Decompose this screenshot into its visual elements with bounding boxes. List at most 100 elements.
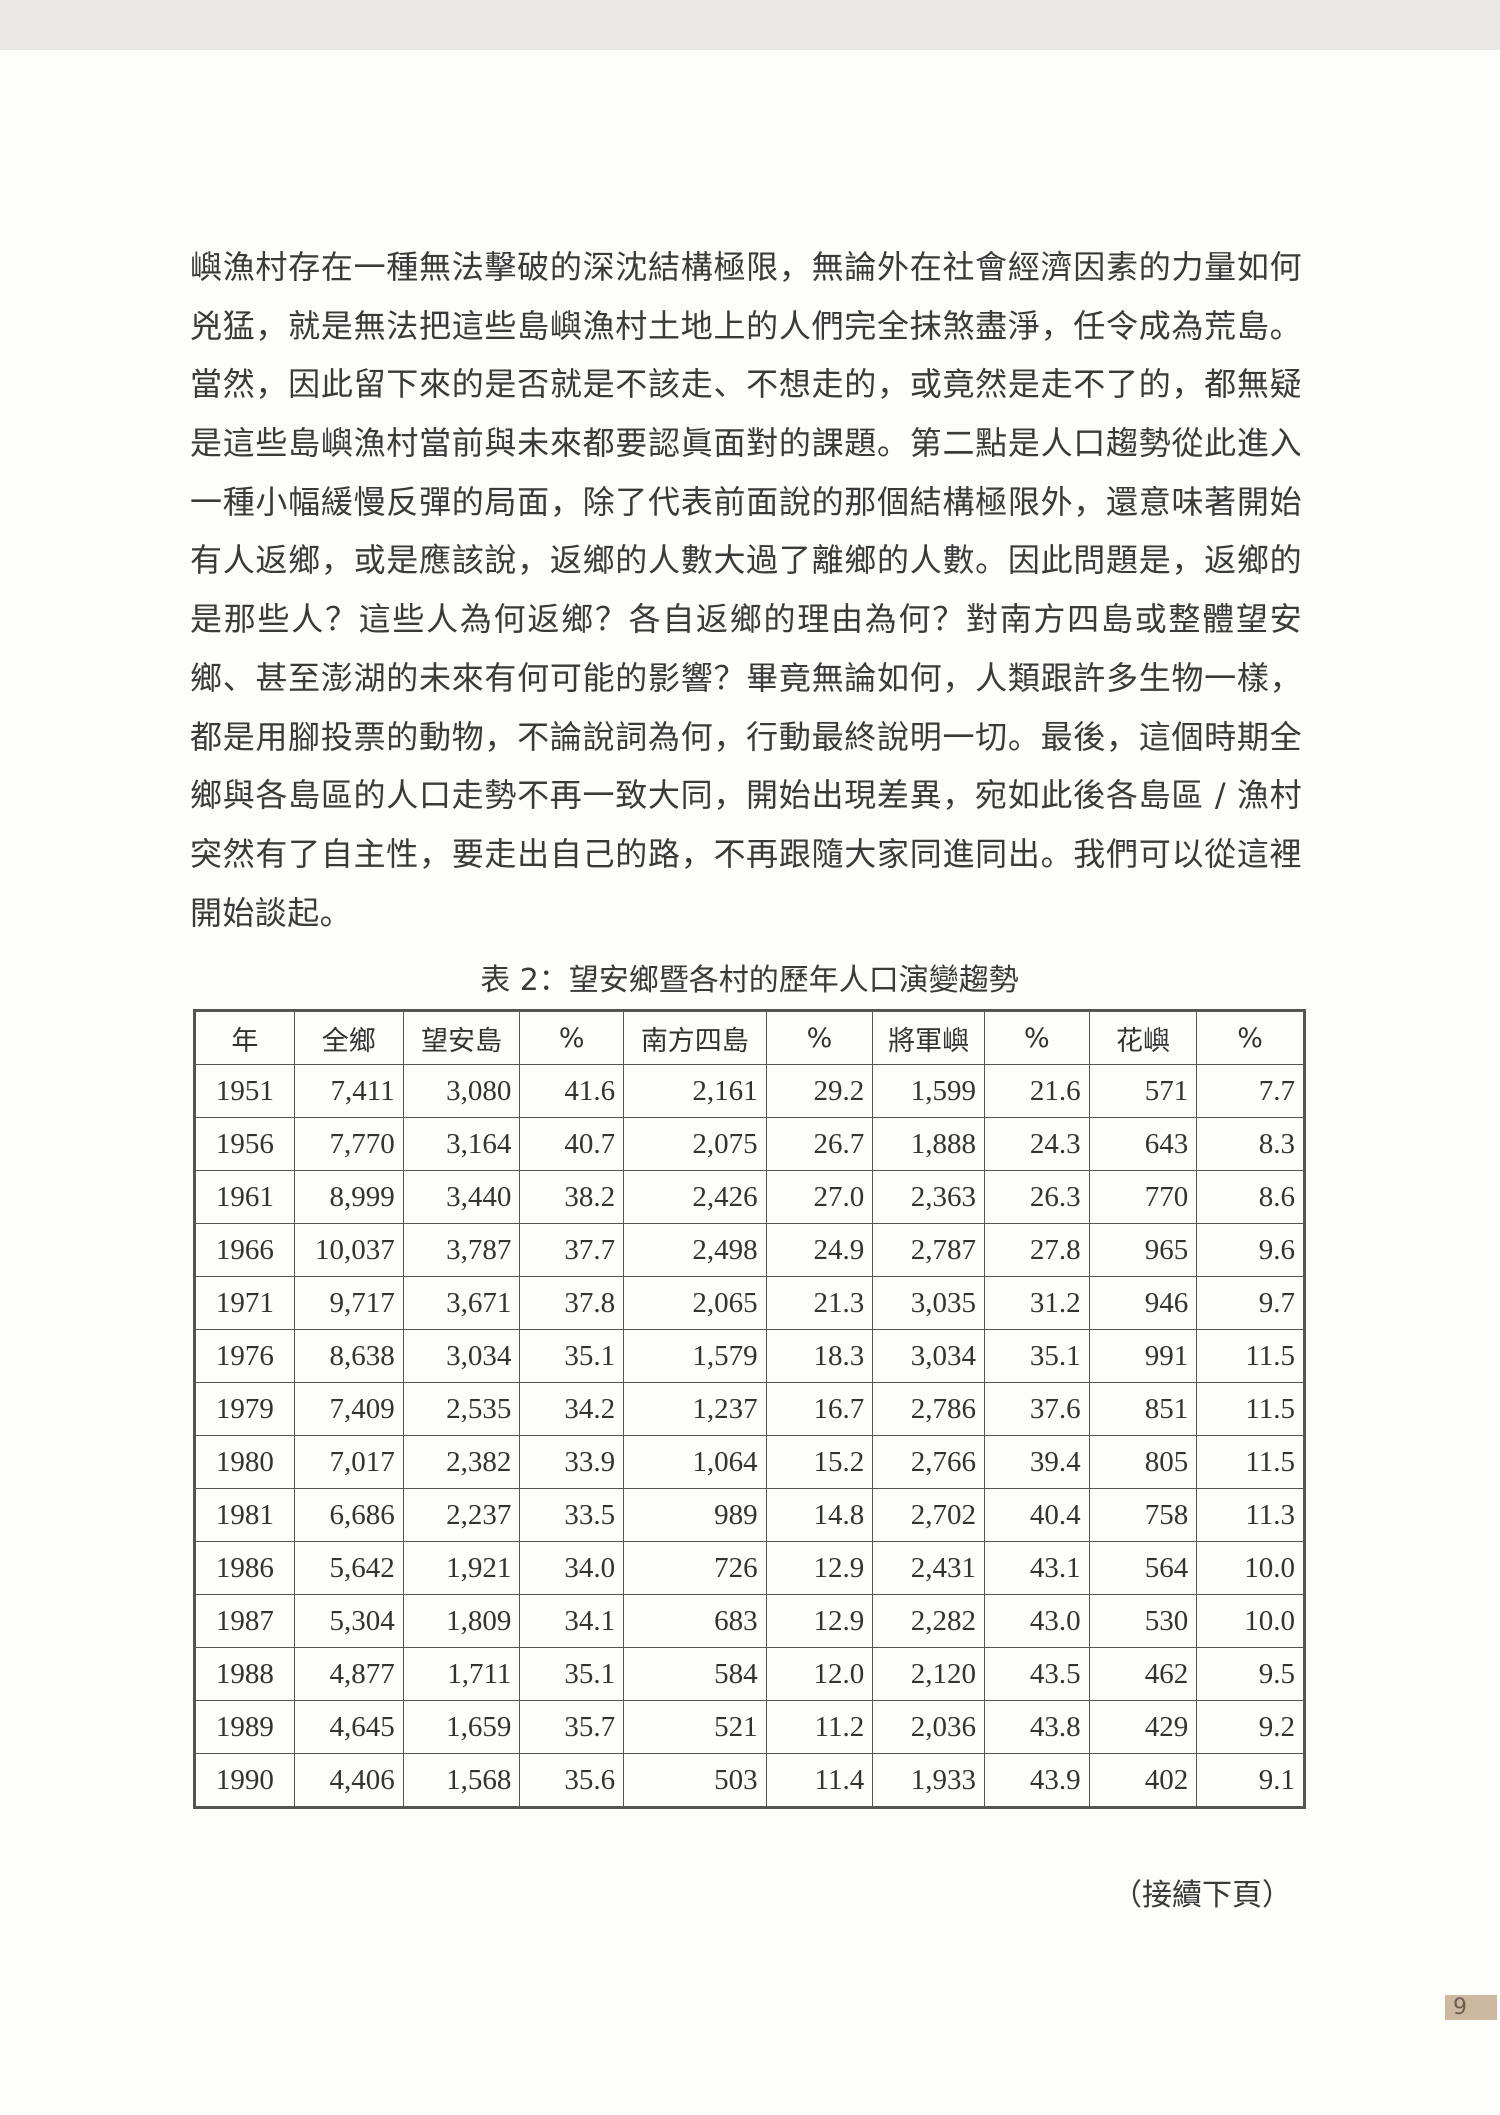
paragraph-line: 是這些島嶼漁村當前與未來都要認眞面對的課題。第二點是人口趨勢從此進入 <box>190 424 1302 463</box>
table-cell: 29.2 <box>765 1064 874 1118</box>
table-row: 1989 4,645 1,659 35.7 521 11.2 2,036 43.8 429 9.2 <box>194 1700 1305 1754</box>
table-cell: 521 <box>623 1700 767 1754</box>
table-cell: 2,426 <box>623 1170 767 1224</box>
table-cell: 2,282 <box>872 1594 985 1648</box>
table-row: 1980 7,017 2,382 33.9 1,064 15.2 2,766 39.4 805 1… <box>194 1435 1305 1489</box>
column-header: 年 <box>194 1010 295 1065</box>
table-cell: 2,120 <box>872 1647 985 1701</box>
table-cell: 7,017 <box>293 1435 404 1489</box>
table-cell: 37.6 <box>983 1382 1090 1436</box>
table-cell: 4,877 <box>293 1647 404 1701</box>
table-cell: 4,645 <box>293 1700 404 1754</box>
paragraph-line: 鄉、甚至澎湖的未來有何可能的影響？畢竟無論如何，人類跟許多生物一樣， <box>190 658 1302 697</box>
table-cell: 429 <box>1088 1700 1198 1754</box>
table-cell: 12.9 <box>765 1594 874 1648</box>
column-header: % <box>1196 1010 1305 1065</box>
table-cell: 43.1 <box>983 1541 1090 1595</box>
paragraph-line: 是那些人？這些人為何返鄉？各自返鄉的理由為何？對南方四島或整體望安 <box>190 600 1302 639</box>
table-cell: 2,237 <box>402 1488 521 1542</box>
table-cell: 3,035 <box>872 1276 985 1330</box>
table-cell: 10.0 <box>1196 1541 1305 1595</box>
table-cell: 8,999 <box>293 1170 404 1224</box>
table-cell: 530 <box>1088 1594 1198 1648</box>
column-header: 全鄉 <box>293 1010 404 1065</box>
paragraph-line: 突然有了自主性，要走出自己的路，不再跟隨大家同進同出。我們可以從這裡 <box>190 834 1302 873</box>
table-cell: 989 <box>623 1488 767 1542</box>
table-cell: 2,363 <box>872 1170 985 1224</box>
table-cell: 37.8 <box>519 1276 625 1330</box>
table-cell: 564 <box>1088 1541 1198 1595</box>
table-cell: 10.0 <box>1196 1594 1305 1648</box>
paragraph-line: 嶼漁村存在一種無法擊破的深沈結構極限，無論外在社會經濟因素的力量如何 <box>190 248 1302 286</box>
population-table: 年全鄉 望安島% 南方四島% 將軍嶼% 花嶼% 1951 7,411 3,080 41.6 2,… <box>193 1009 1306 1809</box>
paragraph-line: 一種小幅緩慢反彈的局面，除了代表前面說的那個結構極限外，還意味著開始 <box>190 482 1302 521</box>
table-cell: 12.0 <box>765 1647 874 1701</box>
table-cell: 1,237 <box>623 1382 767 1436</box>
table-row: 1966 10,037 3,787 37.7 2,498 24.9 2,787 27.8 965… <box>194 1223 1305 1277</box>
scan-top-band <box>0 0 1500 50</box>
table-cell: 2,786 <box>872 1382 985 1436</box>
table-cell: 21.6 <box>983 1064 1090 1118</box>
table-cell: 9.1 <box>1196 1753 1305 1808</box>
table-cell: 34.2 <box>519 1382 625 1436</box>
table-cell: 26.3 <box>983 1170 1090 1224</box>
table-cell: 8.3 <box>1196 1117 1305 1171</box>
year-cell: 1951 <box>194 1064 295 1118</box>
table-cell: 39.4 <box>983 1435 1090 1489</box>
column-header: 望安島 <box>402 1010 521 1065</box>
table-cell: 2,036 <box>872 1700 985 1754</box>
table-cell: 402 <box>1088 1753 1198 1808</box>
table-cell: 1,659 <box>402 1700 521 1754</box>
table-cell: 9,717 <box>293 1276 404 1330</box>
table-cell: 41.6 <box>519 1064 625 1118</box>
table-cell: 14.8 <box>765 1488 874 1542</box>
year-cell: 1988 <box>194 1647 295 1701</box>
table-cell: 643 <box>1088 1117 1198 1171</box>
year-cell: 1989 <box>194 1700 295 1754</box>
table-row: 1979 7,409 2,535 34.2 1,237 16.7 2,786 37.6 851 1… <box>194 1382 1305 1436</box>
table-cell: 503 <box>623 1753 767 1808</box>
year-cell: 1956 <box>194 1117 295 1171</box>
year-cell: 1966 <box>194 1223 295 1277</box>
table-cell: 9.7 <box>1196 1276 1305 1330</box>
table-cell: 11.5 <box>1196 1382 1305 1436</box>
table-cell: 35.1 <box>519 1329 625 1383</box>
table-cell: 40.4 <box>983 1488 1090 1542</box>
table-caption: 表 2：望安鄉暨各村的歷年人口演變趨勢 <box>480 963 1019 998</box>
paragraph-line: 都是用腳投票的動物，不論說詞為何，行動最終說明一切。最後，這個時期全 <box>190 717 1302 756</box>
table-cell: 15.2 <box>765 1435 874 1489</box>
table-cell: 35.6 <box>519 1753 625 1808</box>
table-cell: 11.3 <box>1196 1488 1305 1542</box>
table-cell: 2,075 <box>623 1117 767 1171</box>
table-cell: 3,787 <box>402 1223 521 1277</box>
column-header: 花嶼 <box>1088 1010 1198 1065</box>
table-cell: 43.0 <box>983 1594 1090 1648</box>
table-row: 1988 4,877 1,711 35.1 584 12.0 2,120 43.5 462 9.5 <box>194 1647 1305 1701</box>
table-cell: 7,409 <box>293 1382 404 1436</box>
body-paragraph: 嶼漁村存在一種無法擊破的深沈結構極限，無論外在社會經濟因素的力量如何 兇猛，就是無… <box>190 238 1302 942</box>
table-row: 1987 5,304 1,809 34.1 683 12.9 2,282 43.0 530 10.… <box>194 1594 1305 1648</box>
paragraph-line: 兇猛，就是無法把這些島嶼漁村土地上的人們完全抹煞盡淨，任令成為荒島。 <box>190 306 1302 345</box>
table-cell: 9.6 <box>1196 1223 1305 1277</box>
table-cell: 571 <box>1088 1064 1198 1118</box>
table-cell: 43.9 <box>983 1753 1090 1808</box>
table-cell: 2,535 <box>402 1382 521 1436</box>
table-cell: 8,638 <box>293 1329 404 1383</box>
table-cell: 34.1 <box>519 1594 625 1648</box>
table-row: 1971 9,717 3,671 37.8 2,065 21.3 3,035 31.2 946 9… <box>194 1276 1305 1330</box>
year-cell: 1990 <box>194 1753 295 1808</box>
table-cell: 37.7 <box>519 1223 625 1277</box>
table-cell: 18.3 <box>765 1329 874 1383</box>
table-cell: 584 <box>623 1647 767 1701</box>
table-cell: 2,787 <box>872 1223 985 1277</box>
paragraph-line: 鄉與各島區的人口走勢不再一致大同，開始出現差異，宛如此後各島區 / 漁村 <box>190 776 1302 815</box>
paragraph-line: 當然，因此留下來的是否就是不該走、不想走的，或竟然是走不了的，都無疑 <box>190 365 1302 404</box>
table-cell: 4,406 <box>293 1753 404 1808</box>
table-cell: 965 <box>1088 1223 1198 1277</box>
year-cell: 1979 <box>194 1382 295 1436</box>
paragraph-line: 開始談起。 <box>190 893 353 932</box>
table-row: 1961 8,999 3,440 38.2 2,426 27.0 2,363 26.3 770 8… <box>194 1170 1305 1224</box>
table-cell: 7,770 <box>293 1117 404 1171</box>
table-cell: 851 <box>1088 1382 1198 1436</box>
column-header: % <box>519 1010 625 1065</box>
